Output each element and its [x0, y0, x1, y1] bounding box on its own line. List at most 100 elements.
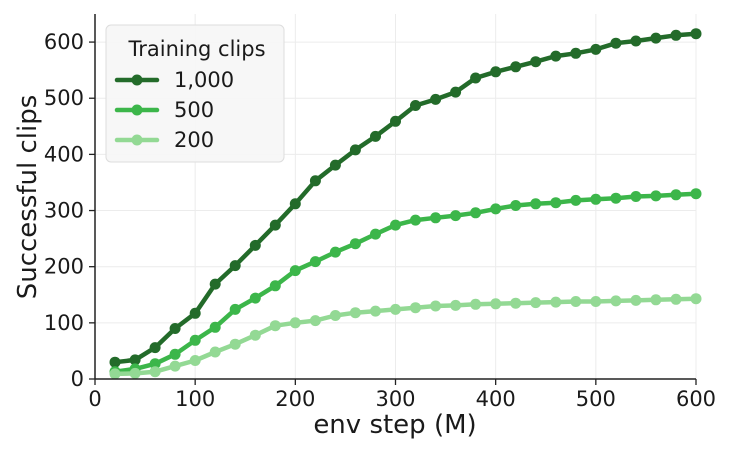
series-0-point-6	[229, 260, 241, 272]
series-0-point-23	[570, 47, 582, 59]
legend-label-2: 200	[174, 128, 214, 152]
y-tick-label-6: 600	[44, 30, 84, 54]
x-tick-label-4: 400	[476, 387, 516, 411]
series-1-point-7	[249, 292, 261, 304]
series-0-point-28	[670, 29, 682, 41]
series-0-point-22	[550, 50, 562, 62]
series-1-point-8	[269, 280, 281, 292]
legend: Training clips 1,000 500 200	[105, 24, 285, 163]
x-tick-label-0: 0	[88, 387, 101, 411]
x-tick-label-6: 600	[676, 387, 716, 411]
x-tick-label-1: 100	[175, 387, 215, 411]
series-2-point-9	[289, 317, 301, 329]
x-axis-label: env step (M)	[313, 410, 476, 440]
series-layer	[109, 28, 702, 380]
series-1-point-28	[670, 189, 682, 201]
series-2-point-17	[450, 299, 462, 311]
legend-box	[105, 24, 285, 163]
series-2-point-11	[329, 310, 341, 321]
series-2-point-22	[550, 296, 562, 308]
series-0-point-21	[530, 56, 542, 68]
series-2-point-20	[510, 297, 522, 309]
series-0-point-5	[209, 278, 221, 290]
series-0-point-0	[109, 356, 121, 368]
y-axis-label: Successful clips	[13, 95, 43, 300]
series-1-point-12	[349, 238, 361, 250]
series-0-point-3	[169, 323, 181, 334]
series-1-point-6	[229, 303, 241, 315]
x-tick-label-5: 500	[576, 387, 616, 411]
series-0	[109, 28, 702, 368]
x-tick-label-3: 300	[375, 387, 415, 411]
series-0-point-25	[610, 37, 622, 49]
series-2-point-4	[189, 355, 201, 366]
series-0-point-18	[470, 72, 482, 84]
series-0-point-8	[269, 219, 281, 231]
series-2-point-3	[169, 360, 181, 372]
series-1-point-4	[189, 334, 201, 346]
series-1-point-22	[550, 197, 562, 209]
legend-title: Training clips	[127, 37, 265, 61]
series-1-point-21	[530, 198, 542, 210]
series-2-point-21	[530, 297, 542, 309]
series-1-point-23	[570, 194, 582, 206]
series-0-point-24	[590, 43, 602, 55]
y-ticks: 0 100 200 300 400 500 600	[44, 30, 95, 391]
y-tick-label-3: 300	[44, 199, 84, 223]
series-0-point-17	[450, 86, 462, 98]
series-0-point-12	[349, 144, 361, 156]
series-1-point-5	[209, 321, 221, 333]
series-1-point-20	[510, 200, 522, 211]
series-2-point-23	[570, 296, 582, 307]
series-0-point-27	[650, 32, 662, 44]
series-0-point-13	[370, 130, 381, 142]
legend-label-0: 1,000	[174, 68, 234, 92]
series-1-point-19	[490, 203, 502, 215]
series-2-point-13	[370, 305, 381, 317]
series-0-point-2	[149, 342, 161, 354]
series-0-point-16	[430, 93, 442, 105]
series-1-point-9	[289, 265, 301, 277]
y-tick-label-4: 400	[44, 142, 84, 166]
series-2-point-8	[269, 320, 281, 332]
series-2-point-29	[690, 293, 702, 305]
series-2-point-15	[410, 302, 421, 314]
series-2-point-26	[630, 294, 642, 306]
series-2-point-28	[670, 293, 682, 305]
series-1-point-18	[470, 207, 482, 219]
series-1-point-14	[390, 219, 401, 231]
series-1-point-27	[650, 190, 662, 202]
series-1-point-16	[430, 212, 442, 224]
y-tick-label-1: 100	[44, 311, 84, 335]
series-0-point-1	[129, 354, 141, 366]
series-2-point-7	[249, 329, 261, 341]
series-0-point-7	[249, 239, 261, 251]
series-1-point-11	[329, 246, 341, 258]
series-0-point-11	[329, 159, 341, 171]
series-2-point-5	[209, 346, 221, 358]
series-0-point-19	[490, 66, 502, 78]
series-1-point-15	[410, 214, 421, 226]
series-2-point-27	[650, 294, 662, 306]
legend-label-1: 500	[174, 98, 214, 122]
series-1-point-29	[690, 188, 702, 200]
series-0-point-20	[510, 61, 522, 73]
series-0-point-4	[189, 307, 201, 319]
y-tick-label-2: 200	[44, 255, 84, 279]
series-2-point-19	[490, 298, 502, 310]
series-2-point-10	[309, 315, 321, 327]
series-0-point-10	[309, 175, 321, 187]
y-tick-label-5: 500	[44, 86, 84, 110]
y-tick-label-0: 0	[71, 367, 84, 391]
series-2-point-25	[610, 295, 622, 307]
x-ticks: 0 100 200 300 400 500 600	[88, 379, 716, 411]
series-2-point-0	[109, 368, 121, 380]
series-2-point-1	[129, 367, 141, 379]
legend-swatch-marker-2	[131, 134, 143, 146]
series-2-point-16	[430, 300, 442, 312]
series-2-point-24	[590, 296, 602, 307]
series-1-point-24	[590, 193, 602, 205]
series-1-point-25	[610, 192, 622, 204]
series-0-point-15	[410, 100, 421, 111]
